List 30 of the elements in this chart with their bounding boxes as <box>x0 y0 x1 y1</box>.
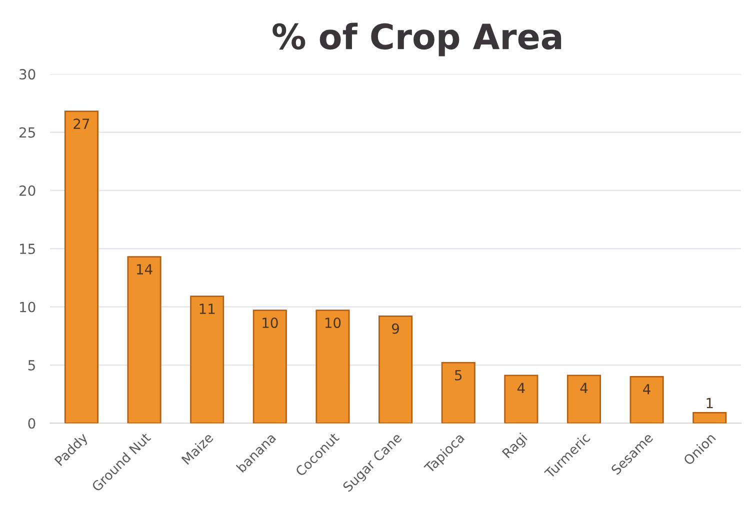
bar <box>441 362 476 424</box>
data-label: 10 <box>325 318 341 328</box>
y-tick-label: 5 <box>28 360 35 370</box>
y-tick-label: 25 <box>20 127 35 138</box>
y-tick-label: 15 <box>20 244 35 254</box>
y-tick-label: 10 <box>20 302 36 312</box>
data-label: 14 <box>136 264 152 274</box>
y-tick-label: 0 <box>28 418 36 429</box>
y-tick-label: 30 <box>20 69 36 80</box>
data-label: 9 <box>392 323 399 334</box>
data-label: 27 <box>74 118 90 129</box>
bar <box>252 310 287 424</box>
bar <box>378 315 413 424</box>
bar <box>692 412 727 424</box>
data-label: 10 <box>262 318 278 328</box>
bar <box>504 374 538 424</box>
data-label: 5 <box>455 370 462 380</box>
bar <box>630 376 664 424</box>
chart-title: % of Crop Area <box>272 22 562 56</box>
data-label: 1 <box>706 398 713 408</box>
data-label: 4 <box>517 382 525 394</box>
data-label: 4 <box>643 384 650 394</box>
bar <box>190 296 224 424</box>
bar <box>566 374 602 424</box>
bar <box>316 310 350 424</box>
y-tick-label: 20 <box>20 185 36 196</box>
bar <box>127 256 162 424</box>
bar <box>64 110 98 424</box>
data-label: 11 <box>200 304 215 314</box>
data-label: 4 <box>580 382 588 394</box>
